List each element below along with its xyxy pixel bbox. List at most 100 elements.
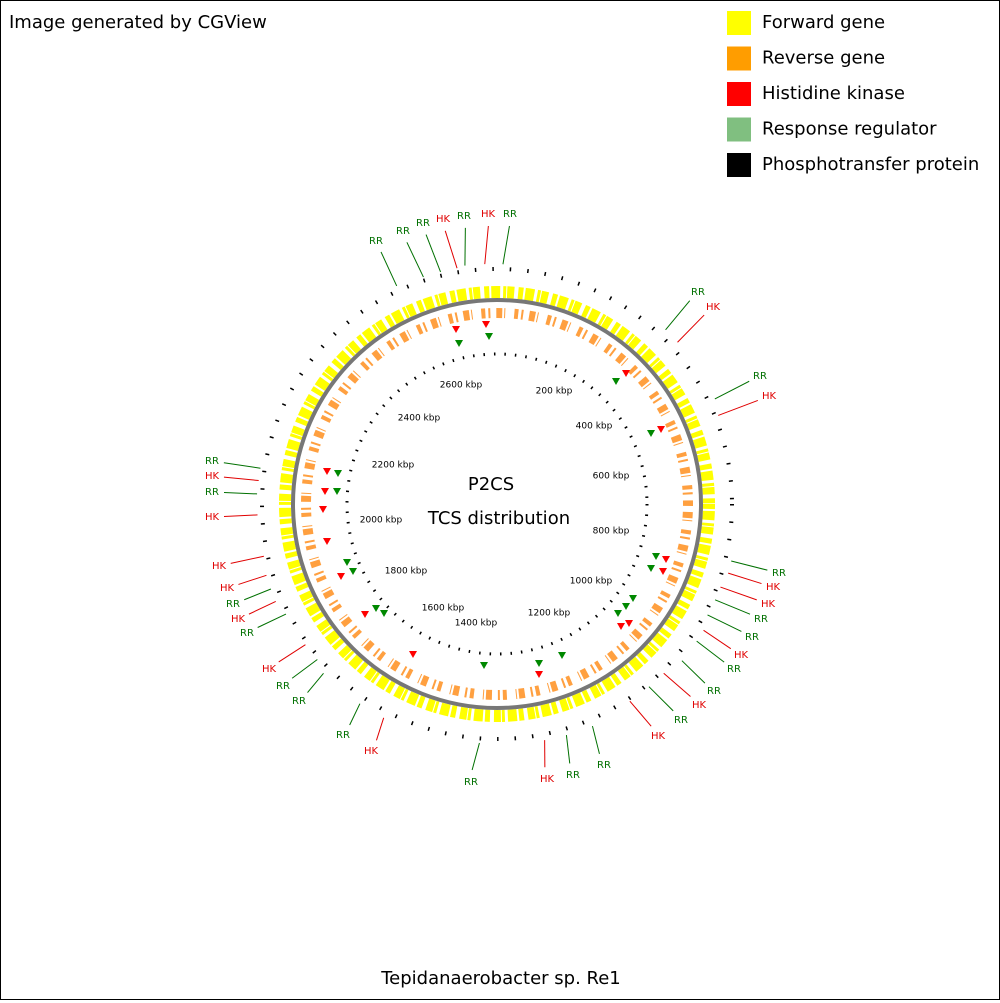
feature-marker bbox=[485, 333, 493, 340]
feature-label: RR bbox=[336, 730, 350, 741]
feature-leader bbox=[666, 301, 690, 330]
feature-marker bbox=[622, 370, 630, 377]
feature-leader bbox=[238, 575, 266, 584]
tick-label: 200 kbp bbox=[536, 387, 573, 397]
feature-leader bbox=[485, 226, 489, 264]
feature-label: HK bbox=[220, 583, 235, 594]
feature-leader bbox=[715, 600, 750, 614]
feature-leader bbox=[708, 615, 742, 631]
feature-label: RR bbox=[674, 715, 688, 726]
feature-label: HK bbox=[212, 561, 227, 572]
forward-ring bbox=[285, 292, 709, 716]
feature-leader bbox=[376, 718, 383, 741]
feature-leader bbox=[258, 614, 286, 627]
tick-label: 800 kbp bbox=[593, 527, 630, 537]
feature-leader bbox=[649, 687, 673, 711]
feature-label: RR bbox=[205, 456, 219, 467]
feature-label: HK bbox=[231, 614, 246, 625]
tick-label: 1000 kbp bbox=[570, 577, 613, 587]
feature-label: HK bbox=[706, 302, 721, 313]
organism: Tepidanaerobacter sp. Re1 bbox=[380, 968, 621, 989]
tick-label: 2400 kbp bbox=[398, 414, 441, 424]
feature-label: RR bbox=[754, 614, 768, 625]
feature-marker bbox=[409, 651, 417, 658]
feature-label: HK bbox=[481, 209, 496, 220]
feature-label: HK bbox=[734, 650, 749, 661]
feature-leader bbox=[244, 589, 271, 600]
legend-swatch bbox=[727, 153, 751, 177]
feature-leader bbox=[445, 231, 457, 268]
feature-leader bbox=[279, 645, 306, 662]
inner-ticks bbox=[347, 354, 647, 654]
feature-leader bbox=[592, 726, 599, 754]
feature-marker bbox=[323, 538, 331, 545]
feature-label: RR bbox=[691, 287, 705, 298]
feature-leader bbox=[697, 641, 724, 662]
tick-label: 2000 kbp bbox=[360, 516, 403, 526]
feature-label: HK bbox=[205, 512, 220, 523]
feature-leader bbox=[426, 235, 440, 272]
feature-label: RR bbox=[205, 487, 219, 498]
legend-label: Histidine kinase bbox=[762, 83, 905, 104]
feature-marker bbox=[349, 568, 357, 575]
feature-label: HK bbox=[364, 746, 379, 757]
feature-marker bbox=[659, 568, 667, 575]
feature-marker bbox=[535, 671, 543, 678]
feature-label: RR bbox=[727, 664, 741, 675]
feature-label: RR bbox=[396, 226, 410, 237]
feature-marker bbox=[337, 573, 345, 580]
feature-label: RR bbox=[745, 632, 759, 643]
outer-ticks bbox=[262, 269, 732, 739]
note: Image generated by CGView bbox=[9, 12, 267, 33]
feature-leader bbox=[731, 561, 767, 570]
feature-label: RR bbox=[772, 568, 786, 579]
legend-label: Response regulator bbox=[762, 119, 937, 140]
feature-label: HK bbox=[762, 391, 777, 402]
feature-leader bbox=[308, 673, 324, 692]
feature-marker bbox=[657, 426, 665, 433]
feature-marker bbox=[480, 662, 488, 669]
feature-label: HK bbox=[436, 214, 451, 225]
feature-label: HK bbox=[692, 700, 707, 711]
feature-leader bbox=[350, 704, 360, 725]
feature-label: RR bbox=[369, 236, 383, 247]
tick-label: 400 kbp bbox=[576, 422, 613, 432]
tick-label: 1800 kbp bbox=[385, 567, 428, 577]
legend-label: Forward gene bbox=[762, 12, 885, 33]
feature-label: RR bbox=[240, 628, 254, 639]
feature-leader bbox=[678, 315, 705, 342]
feature-leader bbox=[728, 573, 761, 583]
feature-leader bbox=[720, 587, 756, 600]
feature-marker bbox=[614, 610, 622, 617]
feature-label: RR bbox=[597, 760, 611, 771]
tick-label: 1200 kbp bbox=[528, 609, 571, 619]
feature-leader bbox=[704, 630, 731, 648]
feature-marker bbox=[372, 605, 380, 612]
feature-marker bbox=[558, 652, 566, 659]
feature-label: HK bbox=[540, 774, 555, 785]
legend-swatch bbox=[727, 11, 751, 35]
feature-marker bbox=[482, 321, 490, 328]
map-title: P2CS bbox=[468, 474, 514, 495]
feature-marker bbox=[612, 378, 620, 385]
legend-swatch bbox=[727, 82, 751, 106]
feature-leader bbox=[292, 659, 317, 678]
feature-marker bbox=[647, 565, 655, 572]
feature-marker bbox=[617, 623, 625, 630]
feature-leader bbox=[249, 601, 276, 614]
feature-leader bbox=[566, 735, 569, 763]
feature-marker bbox=[319, 506, 327, 513]
legend-swatch bbox=[727, 118, 751, 142]
map-subtitle: TCS distribution bbox=[427, 508, 570, 529]
reverse-ring bbox=[306, 313, 688, 695]
feature-label: HK bbox=[761, 599, 776, 610]
feature-label: RR bbox=[464, 777, 478, 788]
feature-leader bbox=[407, 242, 424, 277]
tick-label: 1600 kbp bbox=[422, 604, 465, 614]
feature-leader bbox=[503, 226, 510, 264]
feature-label: RR bbox=[416, 218, 430, 229]
feature-marker bbox=[662, 556, 670, 563]
feature-label: RR bbox=[292, 696, 306, 707]
